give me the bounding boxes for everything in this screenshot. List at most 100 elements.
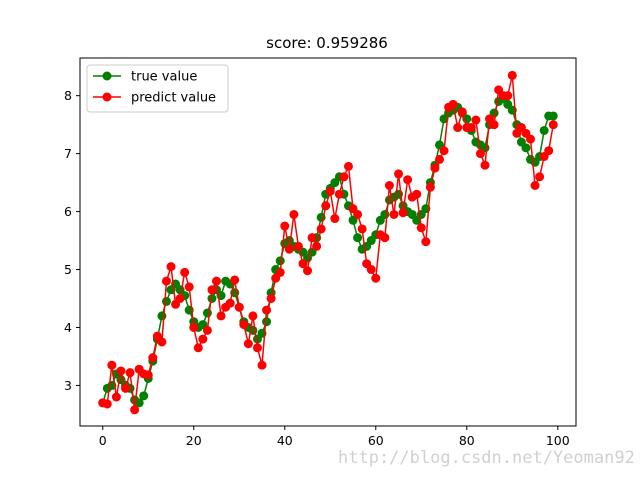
- data-point-predict: [143, 370, 153, 380]
- data-point-predict: [102, 399, 112, 409]
- watermark: http://blog.csdn.net/Yeoman92: [338, 448, 635, 468]
- legend-box: [86, 64, 229, 113]
- data-point-predict: [216, 311, 226, 321]
- data-point-true: [202, 308, 212, 318]
- data-point-predict: [166, 262, 176, 272]
- data-point-predict: [416, 223, 426, 233]
- data-point-predict: [130, 405, 140, 415]
- data-point-predict: [198, 334, 208, 344]
- data-point-predict: [111, 392, 121, 402]
- data-point-predict: [116, 366, 126, 376]
- ticks-layer: 0 20 40 60 80 100 3 4 5 6 7 8: [64, 88, 570, 448]
- data-point-predict: [225, 298, 235, 308]
- data-point-true: [521, 143, 531, 153]
- data-point-predict: [457, 107, 467, 117]
- data-point-predict: [321, 201, 331, 211]
- data-point-predict: [257, 360, 267, 370]
- x-tick-label: 40: [277, 433, 293, 448]
- y-tick-label: 6: [64, 204, 72, 219]
- data-point-true: [275, 256, 285, 266]
- data-point-predict: [316, 224, 326, 234]
- data-point-predict: [471, 115, 481, 125]
- x-tick-label: 0: [99, 433, 107, 448]
- data-point-predict: [161, 276, 171, 286]
- data-point-predict: [371, 273, 381, 283]
- data-point-predict: [180, 267, 190, 277]
- data-point-predict: [212, 276, 222, 286]
- data-point-predict: [107, 360, 117, 370]
- data-point-true: [157, 311, 167, 321]
- data-point-predict: [239, 320, 249, 330]
- legend-marker-true: [102, 71, 112, 81]
- data-point-predict: [530, 181, 540, 190]
- data-point-predict: [307, 233, 317, 243]
- data-point-predict: [389, 209, 399, 219]
- data-point-predict: [207, 285, 217, 295]
- data-point-predict: [453, 123, 463, 133]
- data-point-predict: [439, 146, 449, 156]
- data-point-predict: [489, 120, 499, 130]
- data-point-predict: [202, 325, 212, 335]
- data-point-predict: [189, 322, 199, 332]
- data-point-predict: [125, 368, 135, 378]
- data-point-predict: [434, 154, 444, 164]
- data-point-predict: [398, 208, 408, 218]
- data-point-predict: [526, 134, 535, 144]
- series-layer: [98, 70, 558, 415]
- data-point-predict: [230, 275, 240, 285]
- data-point-predict: [448, 99, 458, 109]
- data-point-predict: [394, 169, 404, 179]
- data-point-predict: [353, 209, 363, 219]
- data-point-predict: [366, 265, 376, 275]
- data-point-predict: [293, 241, 303, 251]
- data-point-predict: [252, 343, 262, 353]
- chart-title: score: 0.959286: [266, 34, 388, 52]
- data-point-predict: [284, 244, 294, 254]
- data-point-predict: [275, 267, 285, 277]
- data-point-predict: [325, 186, 335, 196]
- data-point-predict: [421, 237, 431, 247]
- data-point-true: [539, 125, 549, 135]
- data-point-predict: [234, 302, 244, 312]
- y-tick-label: 3: [64, 378, 72, 393]
- data-point-true: [139, 391, 149, 401]
- data-point-predict: [121, 383, 130, 393]
- y-tick-label: 8: [64, 88, 72, 103]
- plot-frame: [79, 57, 577, 427]
- data-point-predict: [384, 181, 394, 190]
- data-point-predict: [312, 241, 322, 251]
- legend-marker-predict: [102, 92, 112, 102]
- data-point-true: [380, 209, 390, 219]
- series-predict: [98, 70, 558, 415]
- data-point-true: [353, 233, 363, 243]
- data-point-predict: [262, 305, 272, 315]
- data-point-true: [134, 398, 144, 408]
- data-point-predict: [157, 337, 167, 347]
- data-point-predict: [343, 161, 353, 171]
- x-tick-label: 20: [186, 433, 202, 448]
- data-point-predict: [475, 149, 485, 159]
- data-point-predict: [266, 294, 276, 303]
- data-point-predict: [480, 160, 490, 170]
- data-point-predict: [466, 123, 476, 133]
- data-point-predict: [193, 343, 203, 353]
- data-point-predict: [412, 189, 422, 199]
- data-point-predict: [425, 182, 435, 192]
- data-point-predict: [535, 172, 545, 182]
- data-point-predict: [403, 175, 413, 185]
- data-point-predict: [339, 172, 349, 182]
- data-point-predict: [148, 353, 158, 363]
- data-point-true: [207, 294, 217, 303]
- x-tick-label: 80: [459, 433, 475, 448]
- data-point-true: [161, 296, 171, 306]
- data-point-true: [262, 317, 272, 327]
- data-point-predict: [430, 163, 440, 173]
- data-point-true: [548, 111, 558, 121]
- data-point-predict: [544, 146, 554, 156]
- legend: true value predict value: [86, 64, 229, 113]
- y-tick-label: 7: [64, 146, 72, 161]
- data-point-predict: [503, 91, 513, 101]
- data-point-predict: [303, 266, 313, 276]
- x-tick-label: 60: [368, 433, 384, 448]
